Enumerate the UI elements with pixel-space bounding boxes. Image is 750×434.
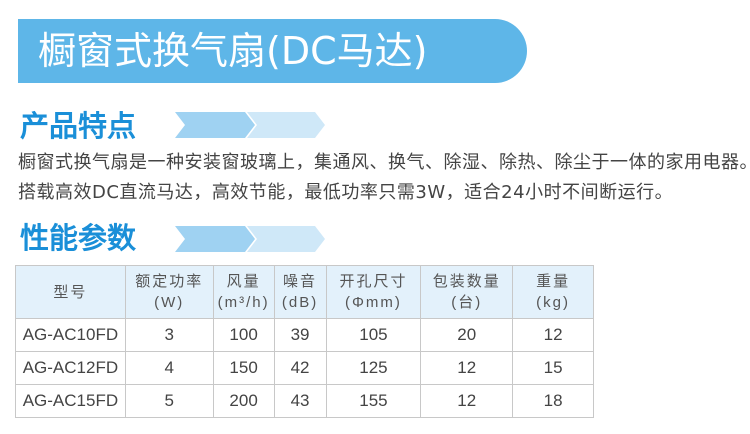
header-package-qty: 包装数量 (台) (420, 265, 514, 319)
cell: 39 (273, 318, 327, 352)
header-hole-size: 开孔尺寸 (Φmm) (325, 265, 422, 319)
table-row: AG-AC10FD 3 100 39 105 20 12 (15, 318, 594, 352)
cell: 155 (325, 384, 422, 418)
specs-table: 型号 额定功率 (W) 风量 (m³/h) 噪音 (dB) 开孔尺寸 (Φmm) 包装数… (15, 265, 594, 418)
chevron-arrows-icon (175, 226, 325, 252)
cell: 150 (212, 351, 275, 385)
cell: 15 (512, 351, 594, 385)
cell: 20 (420, 318, 514, 352)
cell: 12 (420, 384, 514, 418)
cell-model: AG-AC12FD (15, 351, 126, 385)
header-weight: 重量 (kg) (512, 265, 594, 319)
feature-line-1: 橱窗式换气扇是一种安装窗玻璃上，集通风、换气、除湿、除热、除尘于一体的家用电器。 (18, 152, 750, 173)
table-header-row: 型号 额定功率 (W) 风量 (m³/h) 噪音 (dB) 开孔尺寸 (Φmm) 包装数… (15, 265, 594, 319)
feature-line-2: 搭载高效DC直流马达，高效节能，最低功率只需3W，适合24小时不间断运行。 (18, 182, 674, 203)
cell-model: AG-AC10FD (15, 318, 126, 352)
specs-heading: 性能参数 (20, 221, 137, 255)
chevron-arrows-icon (175, 112, 325, 138)
cell: 3 (124, 318, 214, 352)
cell: 43 (273, 384, 327, 418)
cell: 125 (325, 351, 422, 385)
title-banner: 橱窗式换气扇(DC马达) (18, 19, 527, 83)
header-noise: 噪音 (dB) (273, 265, 327, 319)
cell: 12 (420, 351, 514, 385)
cell: 100 (212, 318, 275, 352)
cell: 5 (124, 384, 214, 418)
table-row: AG-AC12FD 4 150 42 125 12 15 (15, 351, 594, 385)
cell: 18 (512, 384, 594, 418)
cell: 12 (512, 318, 594, 352)
header-power: 额定功率 (W) (124, 265, 214, 319)
cell: 200 (212, 384, 275, 418)
page-title: 橱窗式换气扇(DC马达) (38, 29, 428, 73)
cell-model: AG-AC15FD (15, 384, 126, 418)
cell: 105 (325, 318, 422, 352)
cell: 4 (124, 351, 214, 385)
header-airflow: 风量 (m³/h) (212, 265, 275, 319)
table-row: AG-AC15FD 5 200 43 155 12 18 (15, 384, 594, 418)
features-heading: 产品特点 (20, 109, 137, 143)
cell: 42 (273, 351, 327, 385)
header-model: 型号 (15, 265, 126, 319)
